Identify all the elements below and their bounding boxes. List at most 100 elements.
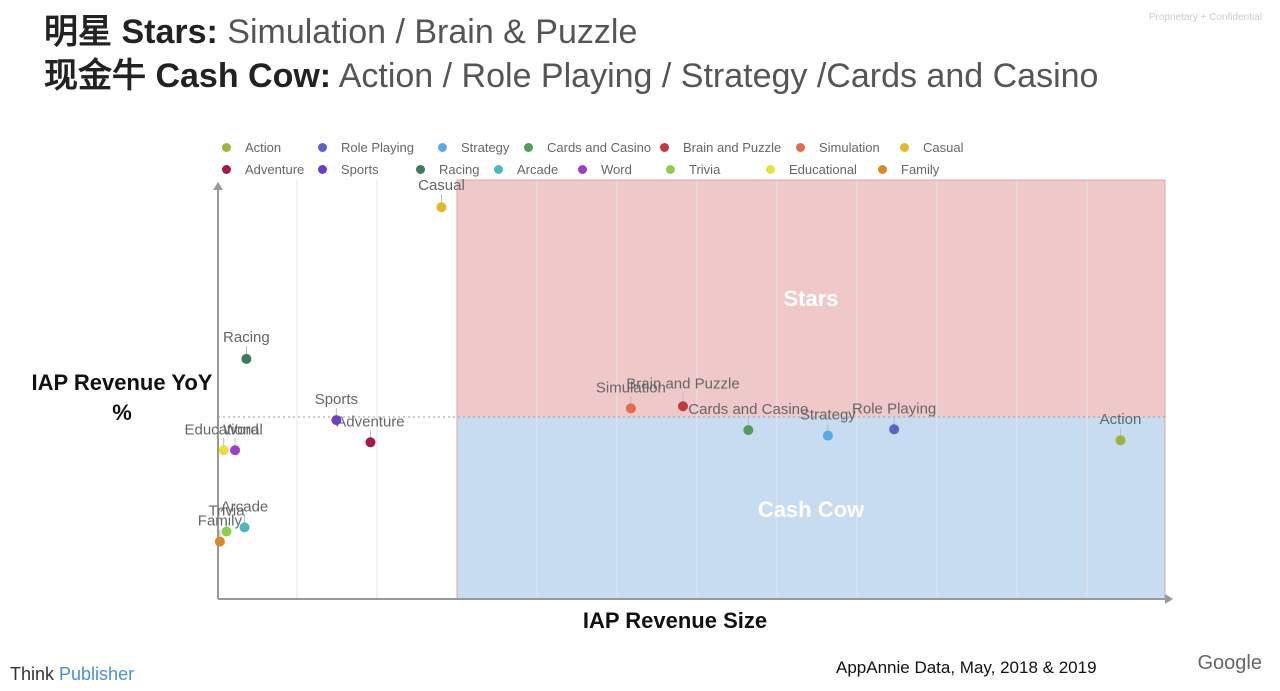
legend-label: Sports bbox=[341, 161, 379, 177]
point-label-word: Word bbox=[223, 421, 259, 438]
google-logo: Google bbox=[1197, 652, 1263, 674]
data-source-note: AppAnnie Data, May, 2018 & 2019 bbox=[836, 658, 1097, 677]
point-label-simulation: Simulation bbox=[596, 379, 666, 396]
point-cards-and-casino bbox=[743, 425, 754, 436]
point-word bbox=[230, 445, 241, 456]
legend-row: Action Role Playing Strategy Cards and Casi… bbox=[222, 136, 1102, 158]
legend-marker bbox=[438, 142, 447, 152]
title-cashcow-cn: 现金牛 bbox=[44, 57, 146, 95]
point-label-arcade: Arcade bbox=[221, 498, 269, 515]
point-family bbox=[214, 536, 225, 547]
legend-label: Role Playing bbox=[341, 139, 414, 155]
point-casual bbox=[436, 202, 447, 213]
legend-label: Adventure bbox=[245, 161, 305, 177]
point-action bbox=[1115, 435, 1126, 446]
legend-label: Word bbox=[601, 161, 632, 177]
title-cashcow-rest: Action / Role Playing / Strategy /Cards … bbox=[338, 57, 1099, 95]
legend-label: Educational bbox=[789, 161, 857, 177]
legend-label: Action bbox=[245, 139, 282, 155]
legend-marker bbox=[766, 164, 775, 174]
legend-item-family: Family bbox=[878, 162, 948, 177]
legend-label: Family bbox=[901, 161, 940, 177]
point-simulation bbox=[625, 403, 636, 414]
page-title-cash-cow: 现金牛 Cash Cow: Action / Role Playing / St… bbox=[44, 48, 1098, 97]
legend-item-casual: Casual bbox=[900, 140, 980, 155]
legend-marker bbox=[578, 164, 587, 174]
y-axis-label: IAP Revenue YoY % bbox=[31, 370, 213, 425]
point-label-family: Family bbox=[198, 513, 243, 530]
confidential-note: Proprietary + Confidential bbox=[1148, 12, 1262, 23]
title-cashcow-bold: Cash Cow: bbox=[155, 57, 332, 95]
legend-marker bbox=[318, 164, 327, 174]
title-stars-bold: Stars: bbox=[121, 13, 218, 51]
legend-item-role-playing: Role Playing bbox=[318, 140, 438, 155]
point-label-cards-and-casino: Cards and Casino bbox=[688, 401, 808, 418]
x-axis-arrow-icon bbox=[1165, 594, 1173, 604]
legend-row: Adventure Sports Racing Arcade Word Trivia Edu… bbox=[222, 158, 1102, 180]
legend-item-cards-and-casino: Cards and Casino bbox=[524, 140, 660, 155]
point-arcade bbox=[239, 522, 250, 533]
legend-item-strategy: Strategy bbox=[438, 140, 524, 155]
legend-marker bbox=[494, 164, 503, 174]
legend-label: Brain and Puzzle bbox=[683, 139, 782, 155]
legend-marker bbox=[900, 142, 909, 152]
point-role-playing bbox=[889, 424, 900, 435]
brand-accent: Publisher bbox=[59, 664, 135, 684]
point-label-action: Action bbox=[1100, 411, 1142, 428]
quadrant-label-cash-cow: Cash Cow bbox=[758, 497, 865, 522]
point-label-role-playing: Role Playing bbox=[852, 400, 936, 417]
legend-label: Trivia bbox=[689, 161, 721, 177]
legend-item-action: Action bbox=[222, 140, 318, 155]
legend-item-word: Word bbox=[578, 162, 666, 177]
point-sports bbox=[331, 415, 342, 426]
point-label-trivia: Trivia bbox=[208, 503, 245, 520]
page-title-stars: 明星 Stars: Simulation / Brain & Puzzle bbox=[44, 4, 637, 53]
chart-legend: Action Role Playing Strategy Cards and Casi… bbox=[222, 136, 1102, 180]
legend-label: Casual bbox=[923, 139, 964, 155]
point-educational bbox=[218, 445, 229, 456]
point-strategy bbox=[822, 430, 833, 441]
point-label-sports: Sports bbox=[315, 391, 358, 408]
point-label-educational: Educational bbox=[184, 421, 262, 438]
legend-item-sports: Sports bbox=[318, 162, 416, 177]
legend-label: Racing bbox=[439, 161, 480, 177]
point-label-strategy: Strategy bbox=[800, 407, 856, 424]
quadrant-cash-cow bbox=[457, 417, 1165, 599]
point-brain-and-puzzle bbox=[677, 401, 688, 412]
y-axis-arrow-icon bbox=[213, 182, 223, 190]
legend-marker bbox=[666, 164, 675, 174]
point-adventure bbox=[365, 437, 376, 448]
point-trivia bbox=[221, 526, 232, 537]
brand-prefix: Think bbox=[10, 664, 55, 684]
legend-marker bbox=[222, 142, 231, 152]
legend-item-trivia: Trivia bbox=[666, 162, 766, 177]
legend-item-educational: Educational bbox=[766, 162, 878, 177]
legend-marker bbox=[660, 142, 669, 152]
x-axis-label: IAP Revenue Size bbox=[582, 608, 768, 633]
brand-logo: Think Publisher bbox=[10, 664, 134, 685]
legend-item-arcade: Arcade bbox=[494, 162, 578, 177]
legend-marker bbox=[222, 164, 231, 174]
point-label-brain-and-puzzle: Brain and Puzzle bbox=[626, 375, 739, 392]
legend-item-simulation: Simulation bbox=[796, 140, 900, 155]
legend-marker bbox=[416, 164, 425, 174]
legend-item-brain-and-puzzle: Brain and Puzzle bbox=[660, 140, 796, 155]
legend-label: Cards and Casino bbox=[547, 139, 652, 155]
legend-marker bbox=[524, 142, 533, 152]
point-racing bbox=[241, 353, 252, 364]
legend-item-racing: Racing bbox=[416, 162, 494, 177]
point-label-racing: Racing bbox=[223, 329, 270, 346]
point-label-adventure: Adventure bbox=[336, 413, 404, 430]
quadrant-label-stars: Stars bbox=[783, 286, 838, 311]
quadrant-stars bbox=[457, 180, 1165, 417]
legend-label: Simulation bbox=[819, 139, 880, 155]
title-stars-cn: 明星 bbox=[44, 13, 112, 51]
legend-item-adventure: Adventure bbox=[222, 162, 318, 177]
legend-marker bbox=[318, 142, 327, 152]
point-label-casual: Casual bbox=[418, 177, 465, 194]
legend-marker bbox=[796, 142, 805, 152]
legend-label: Strategy bbox=[461, 139, 510, 155]
legend-label: Arcade bbox=[517, 161, 559, 177]
title-stars-rest: Simulation / Brain & Puzzle bbox=[227, 13, 638, 51]
